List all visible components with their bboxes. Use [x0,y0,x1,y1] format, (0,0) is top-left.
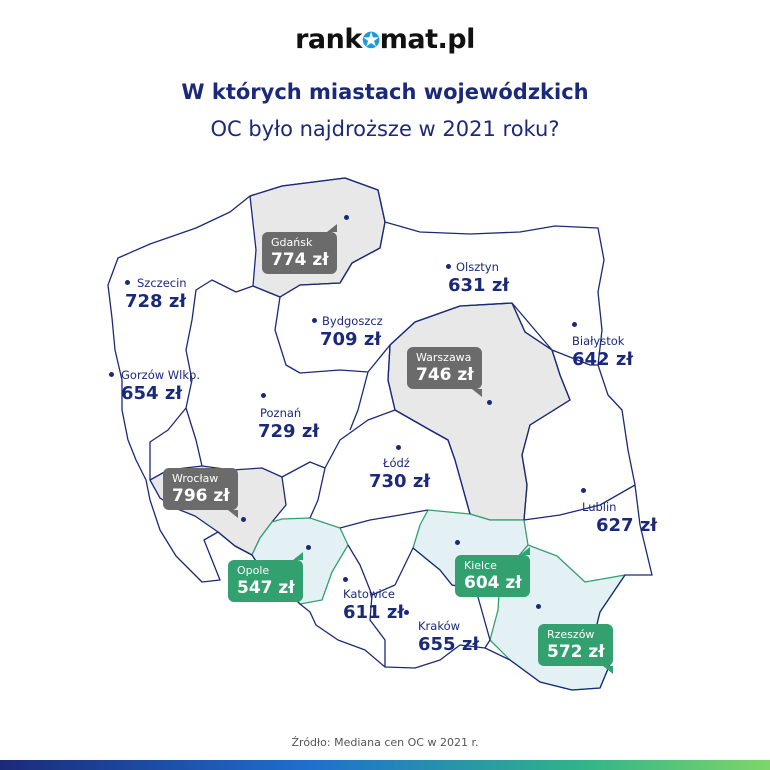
city-value: 611 zł [343,602,404,623]
city-dot-poznan [261,393,266,398]
city-dot-kielce [455,540,460,545]
city-label-bydgoszcz: Bydgoszcz 709 zł [320,314,383,350]
city-dot-gorzow [109,372,114,377]
city-label-katowice: Katowice 611 zł [343,587,404,623]
city-label-gorzow: Gorzów Wlkp. 654 zł [121,368,200,404]
city-name: Kraków [418,619,461,633]
city-label-lublin: Lublin 627 zł [582,500,657,536]
city-dot-bydgoszcz [312,318,317,323]
city-label-olsztyn: Olsztyn 631 zł [448,260,509,296]
city-dot-krakow [404,610,409,615]
rankomat-logo: rank✪mat.pl [0,24,770,55]
city-name: Olsztyn [456,260,499,274]
country-border [107,177,653,691]
city-name: Katowice [343,587,395,601]
city-value: 796 zł [172,486,230,506]
title-line-2: OC było najdroższe w 2021 roku? [210,117,560,141]
bubble-kielce: Kielce 604 zł [455,547,530,597]
bubble-warszawa: Warszawa 746 zł [407,347,482,397]
gradient-footer-bar [0,760,770,770]
city-label-lodz: Łódź 730 zł [369,456,430,492]
city-dot-szczecin [125,280,130,285]
bubble-gdansk: Gdańsk 774 zł [262,224,337,274]
city-dot-lodz [396,445,401,450]
city-value: 709 zł [320,329,381,350]
city-value: 746 zł [416,365,474,385]
city-dot-gdansk [344,215,349,220]
city-dot-lublin [581,488,586,493]
city-name: Szczecin [137,276,187,290]
city-name: Opole [237,564,270,577]
city-dot-wroclaw [241,517,246,522]
city-label-szczecin: Szczecin 728 zł [125,276,187,312]
city-value: 642 zł [572,349,633,370]
city-label-krakow: Kraków 655 zł [418,619,479,655]
city-name: Poznań [260,406,302,420]
city-name: Łódź [383,456,410,470]
bubble-rzeszow: Rzeszów 572 zł [538,624,613,674]
city-value: 729 zł [258,421,319,442]
city-dot-bialystok [572,322,577,327]
city-dot-katowice [343,577,348,582]
title-line-1: W których miastach wojewódzkich [181,80,589,104]
city-name: Wrocław [172,472,219,485]
city-name: Gorzów Wlkp. [121,368,200,382]
city-name: Rzeszów [547,628,595,641]
city-dot-rzeszow [536,604,541,609]
city-name: Lublin [582,500,617,514]
city-name: Kielce [464,559,497,572]
city-value: 654 zł [121,383,182,404]
logo-text-right: mat.pl [379,24,476,55]
city-value: 572 zł [547,642,605,662]
logo-text-left: rank [295,24,362,55]
bubble-wroclaw: Wrocław 796 zł [163,468,238,518]
city-dot-opole [306,545,311,550]
city-value: 547 zł [237,578,295,598]
city-value: 604 zł [464,573,522,593]
bubble-opole: Opole 547 zł [228,552,303,602]
city-label-bialystok: Białystok 642 zł [572,334,633,370]
city-name: Gdańsk [271,236,313,249]
star-icon: ✪ [361,29,380,54]
city-value: 774 zł [271,250,329,270]
city-name: Bydgoszcz [322,314,383,328]
city-value: 730 zł [369,471,430,492]
city-dot-warszawa [487,400,492,405]
city-value: 655 zł [418,634,479,655]
city-label-poznan: Poznań 729 zł [258,406,319,442]
city-value: 627 zł [596,515,657,536]
city-name: Warszawa [416,351,472,364]
city-value: 728 zł [125,291,186,312]
source-note: Źródło: Mediana cen OC w 2021 r. [291,736,479,749]
city-dot-olsztyn [446,264,451,269]
city-name: Białystok [572,334,625,348]
city-value: 631 zł [448,275,509,296]
